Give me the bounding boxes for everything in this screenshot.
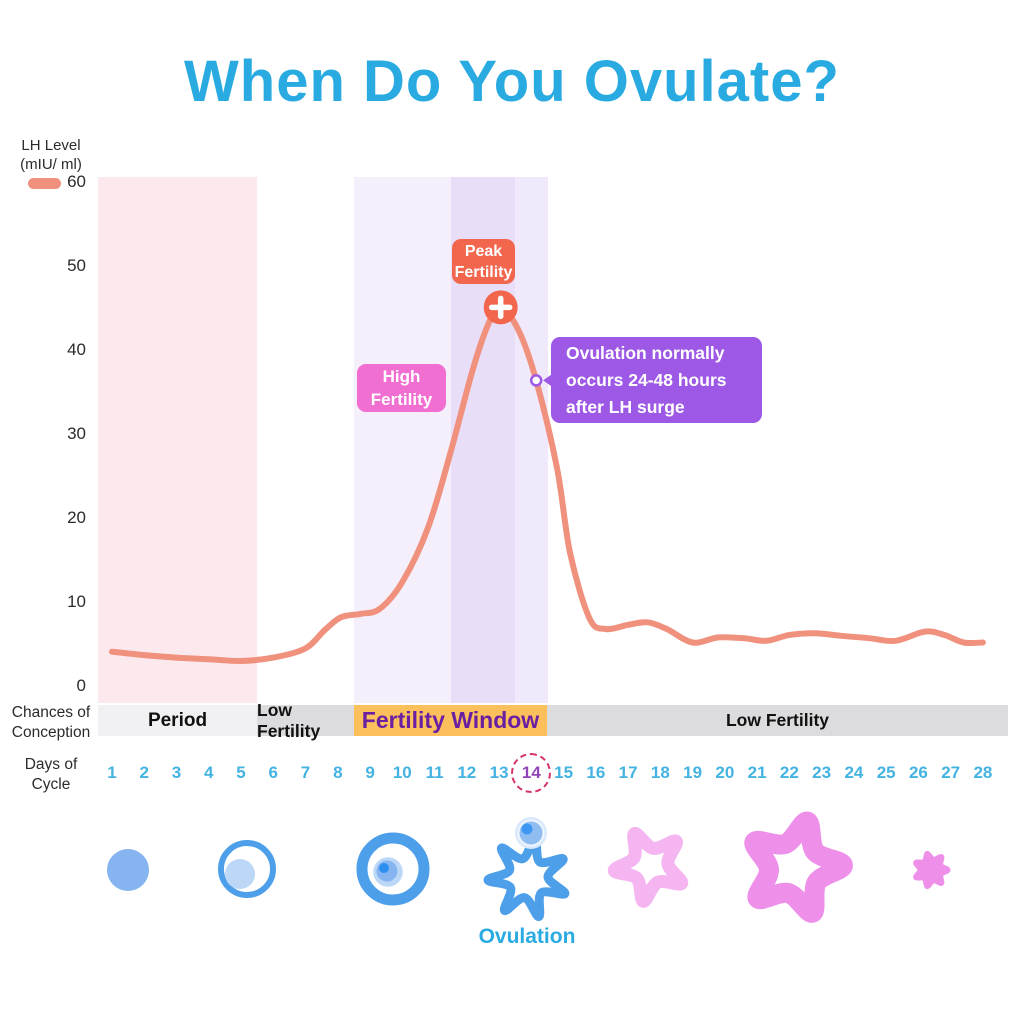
y-tick-20: 20 [67,508,86,527]
day-9: 9 [365,763,375,782]
high-fertility-band [354,177,451,703]
y-tick-50: 50 [67,256,86,275]
y-tick-0: 0 [76,676,86,695]
ovulation-caption: Ovulation [478,925,576,948]
day-26: 26 [908,763,928,782]
corpus-luteum-icon [744,811,853,923]
day-10: 10 [392,763,412,782]
day-22: 22 [779,763,799,782]
segment-low-fertility-1: Low Fertility [257,700,354,741]
high-fertility-label: High Fertility [357,364,446,412]
callout-line2: occurs 24-48 hours [566,369,727,390]
segment-fertility-window: Fertility Window [354,705,547,736]
day-13: 13 [489,763,509,782]
day-4: 4 [204,763,214,782]
day-2: 2 [139,763,149,782]
day-3: 3 [171,763,182,782]
day-8: 8 [333,763,343,782]
high-label-line1: High [382,367,421,386]
growing-follicle-icon [218,840,276,898]
lh-series-legend-dash-icon [28,178,61,189]
day-20: 20 [715,763,735,782]
day-11: 11 [425,763,444,782]
day-28: 28 [973,763,993,782]
y-axis-title: LH Level (mIU/ ml) [4,136,98,174]
period-band [98,177,257,703]
day-24: 24 [844,763,864,782]
ovulation-callout: Ovulation normally occurs 24-48 hours af… [551,337,762,423]
y-axis-title-line1: LH Level [21,137,81,154]
day-23: 23 [812,763,832,782]
day-7: 7 [300,763,311,782]
y-axis-title-line2: (mIU/ ml) [20,156,82,173]
degenerating-corpus-luteum-icon [913,850,951,890]
segment-period: Period [98,705,257,736]
day-18: 18 [650,763,670,782]
day-15: 15 [554,763,574,782]
peak-fertility-label: Peak Fertility [452,239,515,284]
days-row-label: Days of Cycle [24,756,78,793]
day-6: 6 [268,763,279,782]
corpus-luteum-forming-icon [607,827,689,908]
day-27: 27 [941,763,961,782]
day-5: 5 [236,763,246,782]
day-1: 1 [107,763,117,782]
y-tick-40: 40 [67,340,86,359]
y-tick-10: 10 [67,592,86,611]
y-tick-30: 30 [67,424,86,443]
y-tick-60: 60 [67,172,86,191]
day-25: 25 [876,763,896,782]
high-label-line2: Fertility [370,390,433,409]
primary-follicle-icon [107,849,149,891]
day-19: 19 [683,763,703,782]
post-peak-band [515,177,548,703]
chances-row-label: Chances of Conception [11,704,91,741]
peak-label-line2: Fertility [454,263,513,281]
ovulation-day-dashed-circle [511,753,552,793]
ovulation-egg-release-icon [483,817,570,922]
page-title: When Do You Ovulate? [184,49,840,114]
day-12: 12 [457,763,477,782]
day-21: 21 [747,763,767,782]
callout-line1: Ovulation normally [566,342,725,363]
mature-follicle-icon [356,832,430,906]
day-16: 16 [586,763,606,782]
day-17: 17 [618,763,638,782]
peak-label-line1: Peak [464,242,503,260]
segment-low-fertility-2: Low Fertility [547,705,1008,736]
callout-line3: after LH surge [566,396,685,417]
